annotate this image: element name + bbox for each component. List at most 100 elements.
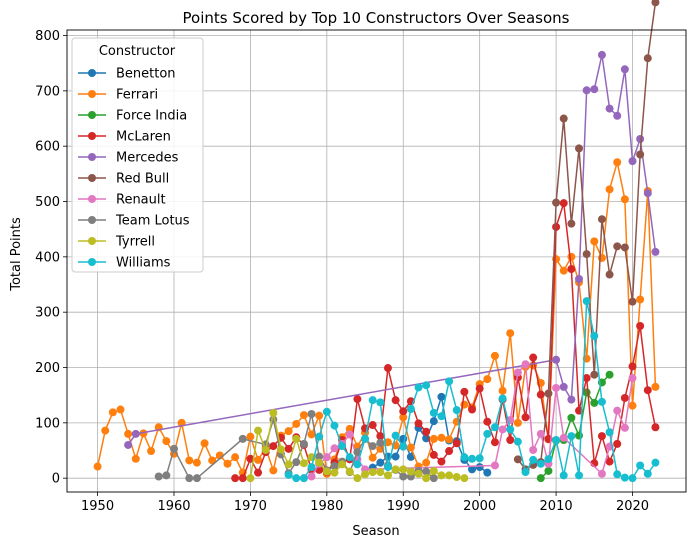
data-point-red-bull (582, 250, 591, 259)
data-point-benetton (429, 417, 438, 426)
data-point-mclaren (422, 427, 431, 436)
legend-label: McLaren (116, 130, 171, 145)
data-point-mercedes (651, 247, 660, 256)
data-point-williams (529, 455, 538, 464)
legend-label: Renault (116, 193, 166, 208)
data-point-williams (605, 428, 614, 437)
data-point-ferrari (292, 419, 301, 428)
data-point-tyrrell (322, 467, 331, 476)
y-tick-label: 100 (35, 416, 60, 431)
data-point-renault (552, 383, 561, 392)
series-layer (93, 0, 660, 483)
data-point-ferrari (651, 382, 660, 391)
data-point-team-lotus (315, 452, 324, 461)
data-point-tyrrell (437, 471, 446, 480)
chart-title: Points Scored by Top 10 Constructors Ove… (183, 9, 570, 27)
data-point-benetton (437, 392, 446, 401)
data-point-force-india (605, 370, 614, 379)
series-mercedes (124, 50, 660, 449)
data-point-ferrari (231, 453, 240, 462)
data-point-ferrari (200, 439, 209, 448)
legend-swatch-marker (88, 216, 96, 224)
data-point-force-india (575, 431, 584, 440)
legend-items: Benetton Ferrari Force India McLaren Mercede… (78, 67, 190, 271)
data-point-benetton (468, 465, 477, 474)
data-point-ferrari (506, 329, 515, 338)
legend-label: Red Bull (116, 172, 169, 187)
series-red-bull (513, 0, 660, 474)
data-point-williams (628, 474, 637, 483)
data-point-ferrari (101, 426, 110, 435)
data-point-red-bull (559, 114, 568, 123)
data-point-red-bull (643, 54, 652, 63)
data-point-tyrrell (276, 445, 285, 454)
data-point-mclaren (521, 413, 530, 422)
data-point-ferrari (162, 437, 171, 446)
data-point-mclaren (651, 423, 660, 432)
data-point-red-bull (605, 270, 614, 279)
data-point-mercedes (559, 382, 568, 391)
data-point-mclaren (475, 384, 484, 393)
y-tick-label: 0 (52, 472, 60, 487)
data-point-williams (620, 473, 629, 482)
legend-label: Team Lotus (115, 214, 190, 229)
x-tick-label: 1980 (310, 499, 343, 514)
data-point-ferrari (437, 433, 446, 442)
data-point-ferrari (429, 434, 438, 443)
legend-item-force-india: Force India (78, 109, 187, 124)
data-point-williams (284, 470, 293, 479)
data-point-renault (513, 368, 522, 377)
data-point-williams (483, 429, 492, 438)
data-point-mclaren (490, 438, 499, 447)
data-point-mercedes (620, 65, 629, 74)
series-line-williams (288, 300, 657, 479)
data-point-red-bull (628, 297, 637, 306)
data-point-tyrrell (246, 474, 255, 483)
series-tyrrell (246, 408, 469, 483)
data-point-ferrari (345, 424, 354, 433)
data-point-red-bull (590, 370, 599, 379)
data-point-mclaren (383, 364, 392, 373)
x-tick-label: 2010 (540, 499, 573, 514)
data-point-williams (552, 435, 561, 444)
data-point-benetton (406, 452, 415, 461)
data-point-ferrari (307, 430, 316, 439)
legend-swatch-marker (88, 69, 96, 77)
data-point-ferrari (93, 462, 102, 471)
data-point-williams (338, 442, 347, 451)
data-point-ferrari (483, 375, 492, 384)
data-point-williams (475, 454, 484, 463)
data-point-williams (567, 432, 576, 441)
data-point-ferrari (299, 411, 308, 420)
data-point-williams (361, 434, 370, 443)
data-point-team-lotus (368, 442, 377, 451)
legend-item-tyrrell: Tyrrell (78, 235, 155, 250)
data-point-ferrari (131, 454, 140, 463)
data-point-renault (613, 406, 622, 415)
data-point-benetton (483, 468, 492, 477)
data-point-williams (536, 459, 545, 468)
data-point-renault (620, 423, 629, 432)
data-point-tyrrell (338, 460, 347, 469)
data-point-williams (582, 297, 591, 306)
data-point-renault (330, 444, 339, 453)
data-point-mercedes (567, 395, 576, 404)
data-point-mclaren (643, 386, 652, 395)
data-point-mclaren (620, 393, 629, 402)
data-point-ferrari (116, 405, 125, 414)
data-point-ferrari (422, 458, 431, 467)
data-point-team-lotus (169, 444, 178, 453)
data-point-ferrari (269, 466, 278, 475)
data-point-ferrari (368, 453, 377, 462)
data-point-tyrrell (315, 458, 324, 467)
data-point-mclaren (452, 439, 461, 448)
data-point-renault (536, 429, 545, 438)
data-point-williams (643, 469, 652, 478)
data-point-ferrari (445, 435, 454, 444)
plot-frame (66, 29, 687, 493)
data-point-williams (590, 331, 599, 340)
data-point-williams (414, 383, 423, 392)
y-tick-label: 500 (35, 195, 60, 210)
data-point-williams (330, 421, 339, 430)
series-line-mercedes (127, 54, 657, 446)
